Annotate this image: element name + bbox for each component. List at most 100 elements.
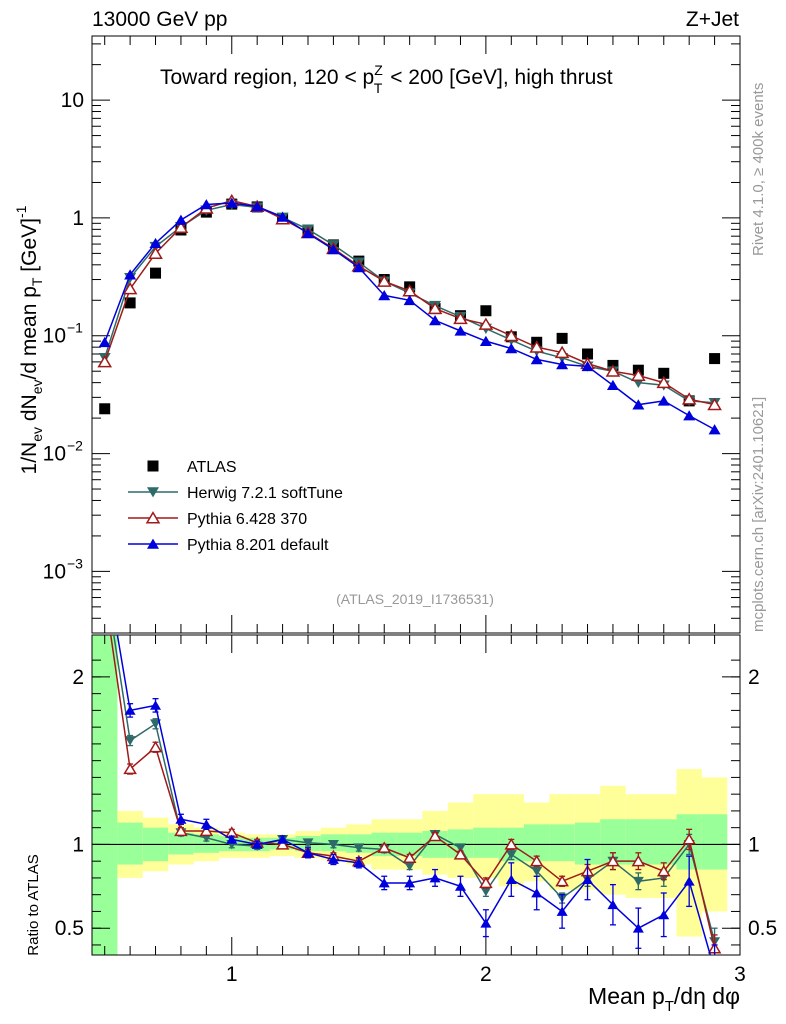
- marker-triangle: [149, 237, 162, 249]
- marker-triangle: [606, 379, 619, 391]
- x-label-text: Mean pT/dη dφ: [588, 983, 740, 1015]
- y-tick-label: 10: [43, 443, 66, 466]
- x-tick-label: 2: [480, 963, 492, 986]
- y-tick-label: 10: [61, 89, 84, 112]
- marker-triangle: [226, 834, 238, 844]
- marker-triangle: [174, 824, 188, 837]
- marker-square: [99, 403, 111, 415]
- marker-triangle: [478, 317, 494, 330]
- marker-triangle: [606, 854, 620, 867]
- marker-triangle: [200, 819, 212, 829]
- ratio-y-tick-label-right: 2: [748, 666, 760, 689]
- ratio-y-axis-label: Ratio to ATLAS: [25, 854, 42, 955]
- series-line: [104, 202, 715, 431]
- marker-triangle: [656, 375, 672, 389]
- marker-triangle: [404, 878, 416, 888]
- marker-triangle: [377, 841, 392, 853]
- ratio-y-tick-label-right: 1: [748, 833, 760, 856]
- marker-triangle: [632, 876, 644, 887]
- marker-triangle: [302, 838, 314, 848]
- ratio-series-line: [109, 635, 716, 949]
- y-tick-label-exp: −1: [67, 320, 83, 336]
- band-stat: [651, 819, 677, 865]
- marker-triangle: [174, 214, 187, 225]
- ratio-y-tick-label: 0.5: [55, 917, 84, 940]
- band-stat: [473, 827, 499, 858]
- ratio-frame: [91, 634, 741, 956]
- marker-triangle: [123, 762, 137, 775]
- marker-square: [150, 267, 162, 279]
- marker-triangle: [683, 876, 695, 886]
- ratio-series-clipped: [109, 635, 722, 955]
- x-axis-label: Mean pT/dη dφ: [588, 983, 740, 1015]
- ratio-series-line: [116, 635, 712, 955]
- marker-triangle: [225, 197, 238, 208]
- band-stat: [574, 822, 601, 865]
- marker-triangle: [632, 399, 645, 410]
- main-y-label-text: 1/Nev dNev/d mean pT [GeV]-1: [13, 205, 45, 474]
- marker-triangle: [581, 360, 594, 372]
- legend: ATLAS Herwig 7.2.1 softTune Pythia 6.428 3…: [128, 459, 343, 554]
- marker-triangle: [147, 487, 159, 498]
- marker-triangle: [327, 854, 339, 864]
- marker-triangle: [376, 274, 392, 287]
- legend-label: ATLAS: [187, 459, 237, 476]
- ratio-y-tick-label: 1: [72, 833, 84, 856]
- marker-triangle: [251, 201, 264, 212]
- marker-triangle: [352, 262, 365, 273]
- marker-triangle: [530, 353, 543, 365]
- y-tick-label: 10: [43, 560, 66, 583]
- marker-triangle: [145, 511, 161, 524]
- marker-triangle: [582, 874, 594, 885]
- marker-triangle: [682, 832, 696, 845]
- marker-triangle: [480, 886, 492, 897]
- y-tick-label: 10: [43, 325, 66, 348]
- ratio-y-tick-label-right: 0.5: [748, 917, 777, 940]
- legend-label: Pythia 8.201 default: [187, 537, 329, 554]
- side-text-bottom: mcplots.cern.ch [arXiv:2401.10621]: [750, 397, 767, 632]
- marker-triangle: [454, 325, 467, 336]
- marker-triangle: [607, 899, 619, 910]
- main-panel-series: [97, 193, 722, 435]
- marker-triangle: [505, 343, 518, 354]
- marker-triangle: [631, 368, 646, 382]
- marker-triangle: [122, 281, 138, 295]
- marker-triangle: [378, 290, 391, 301]
- marker-triangle: [429, 314, 442, 326]
- marker-triangle: [531, 866, 543, 877]
- marker-triangle: [327, 840, 339, 850]
- marker-triangle: [505, 874, 517, 885]
- marker-triangle: [708, 424, 721, 435]
- marker-triangle: [428, 829, 442, 842]
- marker-triangle: [302, 847, 314, 858]
- marker-square: [658, 367, 670, 379]
- ratio-panel-series: [109, 635, 722, 955]
- marker-triangle: [378, 878, 390, 888]
- marker-triangle: [529, 340, 545, 353]
- marker-triangle: [403, 294, 416, 306]
- marker-square: [709, 353, 721, 365]
- header-left: 13000 GeV pp: [92, 8, 227, 31]
- marker-triangle: [503, 328, 519, 342]
- marker-triangle: [479, 335, 492, 346]
- marker-triangle: [427, 301, 443, 315]
- y-tick-label-exp: −2: [67, 438, 83, 454]
- marker-triangle: [150, 700, 162, 710]
- band-stat: [549, 824, 575, 862]
- marker-triangle: [275, 837, 290, 850]
- marker-triangle: [681, 392, 697, 405]
- marker-square: [582, 348, 594, 360]
- marker-square: [124, 297, 136, 309]
- marker-triangle: [277, 834, 289, 844]
- marker-square: [556, 332, 568, 344]
- marker-triangle: [555, 874, 569, 887]
- marker-triangle: [175, 814, 187, 824]
- marker-triangle: [147, 538, 159, 549]
- marker-triangle: [150, 719, 162, 729]
- marker-triangle: [504, 837, 519, 850]
- marker-triangle: [556, 359, 569, 370]
- marker-triangle: [658, 909, 670, 920]
- marker-triangle: [480, 918, 492, 928]
- x-tick-label: 3: [734, 963, 746, 986]
